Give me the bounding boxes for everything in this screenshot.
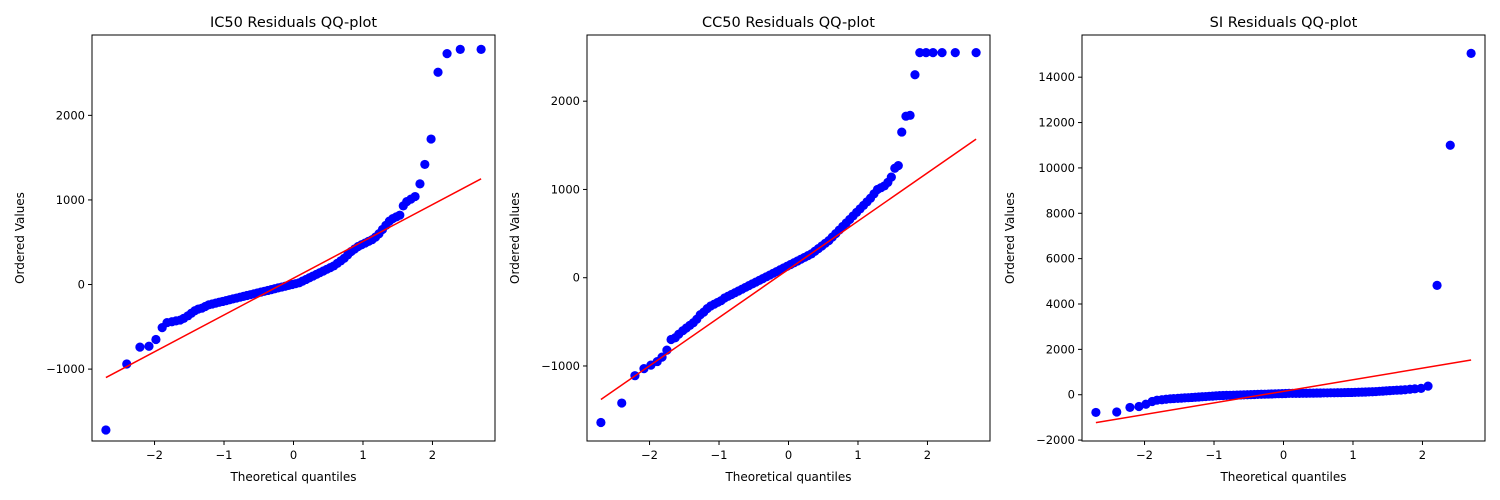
x-tick-label: 1 [1349, 448, 1356, 462]
data-point [937, 48, 947, 58]
data-point [950, 48, 960, 58]
y-tick-label: 1000 [551, 182, 580, 196]
data-point [928, 48, 938, 58]
data-point [455, 44, 465, 54]
x-tick-label: 0 [1280, 448, 1287, 462]
fit-line [600, 138, 977, 401]
data-point [420, 159, 430, 170]
x-tick-label: 2 [429, 448, 436, 462]
x-tick-label: −2 [146, 448, 163, 462]
data-point [921, 48, 931, 58]
y-tick-label: 6000 [1046, 252, 1075, 266]
data-point [476, 44, 486, 54]
data-point [1445, 140, 1455, 150]
y-axis-label: Ordered Values [1003, 192, 1017, 284]
y-tick-label: 10000 [1038, 161, 1075, 175]
x-tick-label: 1 [359, 448, 366, 462]
data-point [395, 210, 405, 220]
data-point [897, 127, 907, 137]
plot-frame [586, 34, 991, 442]
x-tick-label: −1 [1206, 448, 1223, 462]
data-point [144, 341, 154, 351]
y-tick-label: 0 [1068, 388, 1075, 402]
x-tick-label: 2 [924, 448, 931, 462]
data-point [596, 417, 606, 428]
data-point [122, 359, 132, 369]
y-tick-label: 0 [78, 278, 85, 292]
y-tick-label: 8000 [1046, 206, 1075, 220]
data-point [1466, 48, 1476, 58]
data-point [1416, 383, 1426, 393]
y-tick-label: −1000 [541, 359, 580, 373]
x-axis-label: Theoretical quantiles [229, 470, 356, 484]
fit-line [1095, 359, 1472, 424]
data-point [886, 172, 896, 182]
chart-panel-2: CC50 Residuals QQ-plot −2 −1 0 1 2 −1000 0 1000 2… [508, 15, 991, 484]
data-point [426, 134, 436, 144]
data-point [101, 425, 111, 435]
data-point [617, 398, 627, 408]
data-point [1112, 407, 1122, 417]
x-tick-label: 2 [1419, 448, 1426, 462]
data-point [1091, 407, 1101, 418]
data-point [410, 191, 420, 202]
fit-line [105, 178, 482, 379]
x-axis-label: Theoretical quantiles [1219, 470, 1346, 484]
data-point [1125, 402, 1135, 413]
y-tick-label: 2000 [1046, 342, 1075, 356]
chart-panel-1: IC50 Residuals QQ-plot −2 −1 0 1 2 −1000 0 1000 2… [13, 15, 496, 484]
y-axis-label: Ordered Values [13, 192, 27, 284]
data-point [433, 67, 443, 77]
data-point [151, 334, 161, 345]
y-tick-label: 2000 [551, 94, 580, 108]
data-point [1134, 401, 1144, 412]
y-tick-label: 12000 [1038, 116, 1075, 130]
x-tick-label: −1 [711, 448, 728, 462]
y-tick-label: 0 [573, 271, 580, 285]
y-axis-label: Ordered Values [508, 192, 522, 284]
y-tick-label: 14000 [1038, 70, 1075, 84]
y-tick-label: 1000 [56, 193, 85, 207]
y-tick-label: −1000 [46, 362, 85, 376]
data-point [1432, 280, 1442, 291]
x-tick-label: −2 [641, 448, 658, 462]
data-point [905, 110, 915, 120]
chart-title: IC50 Residuals QQ-plot [210, 15, 377, 31]
x-tick-label: 0 [785, 448, 792, 462]
y-tick-label: −2000 [1036, 433, 1075, 447]
x-tick-label: 0 [290, 448, 297, 462]
chart-panel-3: SI Residuals QQ-plot −2 −1 0 1 2 −2000 0 2000 400… [1003, 15, 1486, 484]
data-point [910, 70, 920, 80]
plot-frame [1081, 34, 1486, 442]
x-axis-label: Theoretical quantiles [724, 470, 851, 484]
y-tick-label: 2000 [56, 108, 85, 122]
y-tick-label: 4000 [1046, 297, 1075, 311]
chart-title: SI Residuals QQ-plot [1210, 15, 1358, 31]
data-point [442, 49, 452, 59]
chart-title: CC50 Residuals QQ-plot [702, 15, 875, 31]
plot-frame [91, 34, 496, 442]
data-point [893, 161, 903, 171]
data-point [135, 342, 145, 352]
x-tick-label: 1 [854, 448, 861, 462]
data-point [415, 179, 425, 189]
x-tick-label: −1 [216, 448, 233, 462]
data-point [971, 48, 981, 58]
x-tick-label: −2 [1136, 448, 1153, 462]
data-point [1423, 381, 1433, 391]
